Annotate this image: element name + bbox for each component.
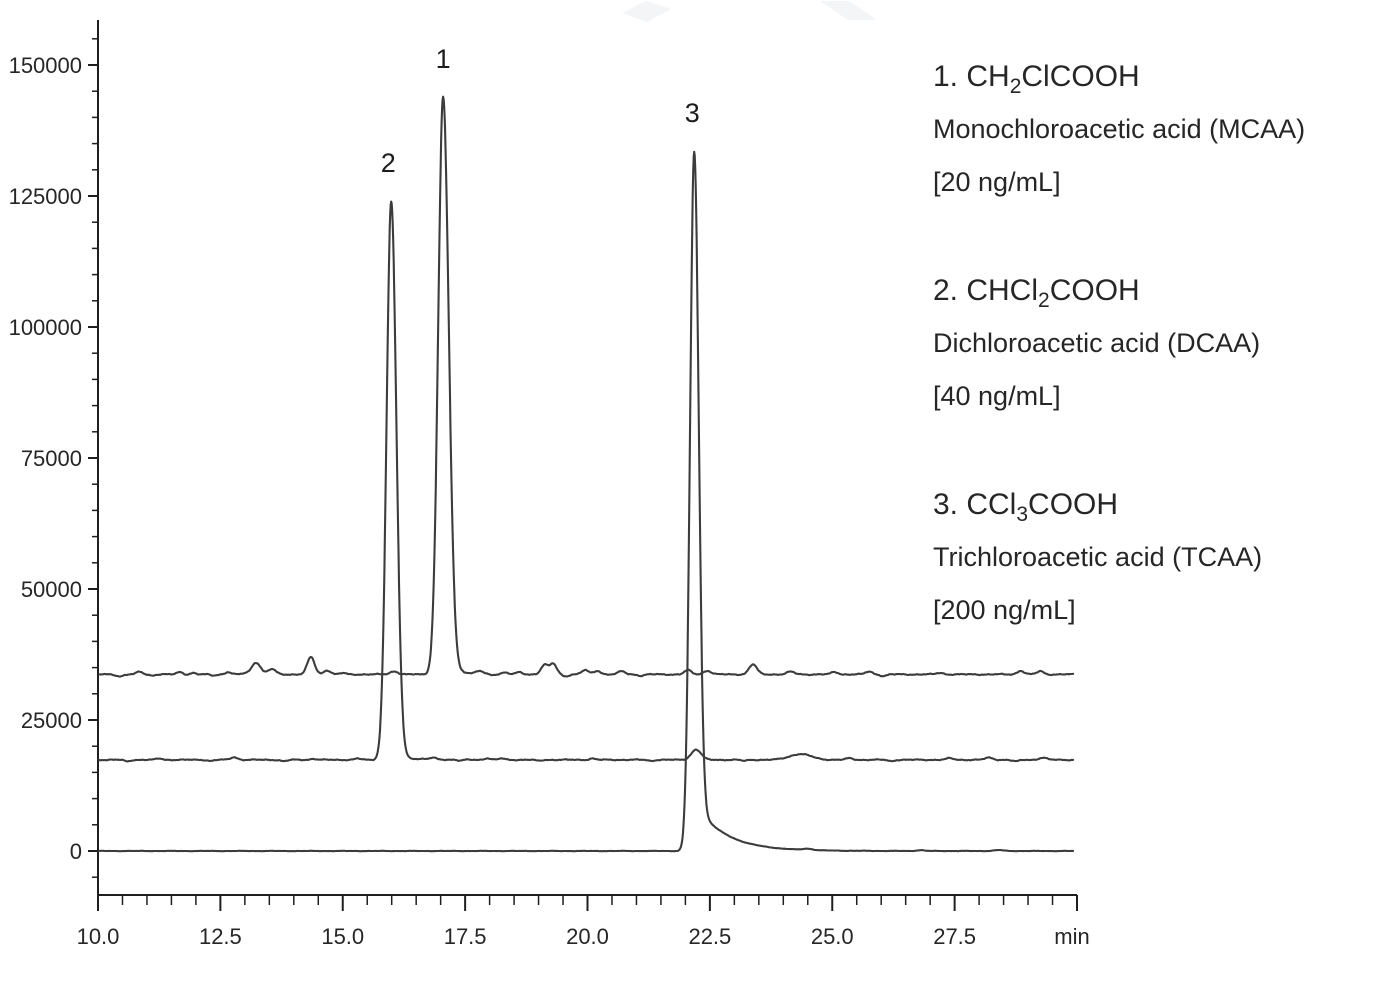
y-tick-label: 75000 <box>21 446 82 471</box>
peak-label-3: 3 <box>685 98 700 128</box>
legend-entry-1: 1. CH2ClCOOH Monochloroacetic acid (MCAA… <box>933 50 1305 209</box>
formula-text: COOH <box>1049 274 1140 307</box>
peak-legend: 1. CH2ClCOOH Monochloroacetic acid (MCAA… <box>933 50 1305 692</box>
trace-1 <box>97 95 1075 678</box>
legend-formula-3: 3. CCl3COOH <box>933 478 1305 531</box>
peak-label-1: 1 <box>436 44 451 74</box>
legend-concentration-3: [200 ng/mL] <box>933 595 1076 625</box>
x-tick-label: 27.5 <box>933 924 976 949</box>
formula-text: ClCOOH <box>1021 60 1140 93</box>
legend-concentration-1: [20 ng/mL] <box>933 167 1061 197</box>
watermark-shape <box>622 1 671 22</box>
legend-name-3: Trichloroacetic acid (TCAA) <box>933 542 1263 572</box>
watermark-shape <box>820 1 877 20</box>
x-tick-label: 17.5 <box>444 924 487 949</box>
y-tick-label: 150000 <box>9 53 82 78</box>
formula-subscript: 2 <box>1038 289 1050 312</box>
x-tick-label: 10.0 <box>77 924 120 949</box>
x-tick-label: 20.0 <box>566 924 609 949</box>
y-tick-label: 100000 <box>9 315 82 340</box>
x-tick-label: 15.0 <box>321 924 364 949</box>
legend-name-1: Monochloroacetic acid (MCAA) <box>933 114 1306 144</box>
x-tick-label: 12.5 <box>199 924 242 949</box>
y-tick-label: 50000 <box>21 577 82 602</box>
x-tick-label: 25.0 <box>811 924 854 949</box>
formula-text: 1. CH <box>933 60 1010 93</box>
formula-subscript: 3 <box>1016 503 1029 526</box>
y-tick-label: 0 <box>70 839 82 864</box>
formula-text: COOH <box>1028 488 1119 521</box>
x-axis-unit-label: min <box>1054 924 1089 949</box>
legend-entry-2: 2. CHCl2COOH Dichloroacetic acid (DCAA) … <box>933 264 1305 423</box>
x-tick-label: 22.5 <box>688 924 731 949</box>
legend-formula-2: 2. CHCl2COOH <box>933 264 1305 317</box>
formula-text: 3. CCl <box>933 488 1017 521</box>
legend-name-2: Dichloroacetic acid (DCAA) <box>933 328 1261 358</box>
tick-labels: 0 25000 50000 75000 100000 125000 150000 10.0 12… <box>9 53 1090 949</box>
axes <box>88 20 1078 911</box>
legend-concentration-2: [40 ng/mL] <box>933 381 1061 411</box>
formula-text: 2. CHCl <box>933 274 1039 307</box>
y-tick-label: 125000 <box>9 184 82 209</box>
trace-3 <box>97 150 1075 853</box>
legend-formula-1: 1. CH2ClCOOH <box>933 50 1305 103</box>
formula-subscript: 2 <box>1009 75 1022 98</box>
trace-2 <box>97 200 1075 763</box>
peak-label-2: 2 <box>381 148 396 178</box>
legend-entry-3: 3. CCl3COOH Trichloroacetic acid (TCAA) … <box>933 478 1305 637</box>
y-tick-label: 25000 <box>21 708 82 733</box>
